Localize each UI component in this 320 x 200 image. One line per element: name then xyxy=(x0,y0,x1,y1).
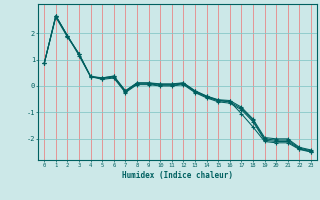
X-axis label: Humidex (Indice chaleur): Humidex (Indice chaleur) xyxy=(122,171,233,180)
